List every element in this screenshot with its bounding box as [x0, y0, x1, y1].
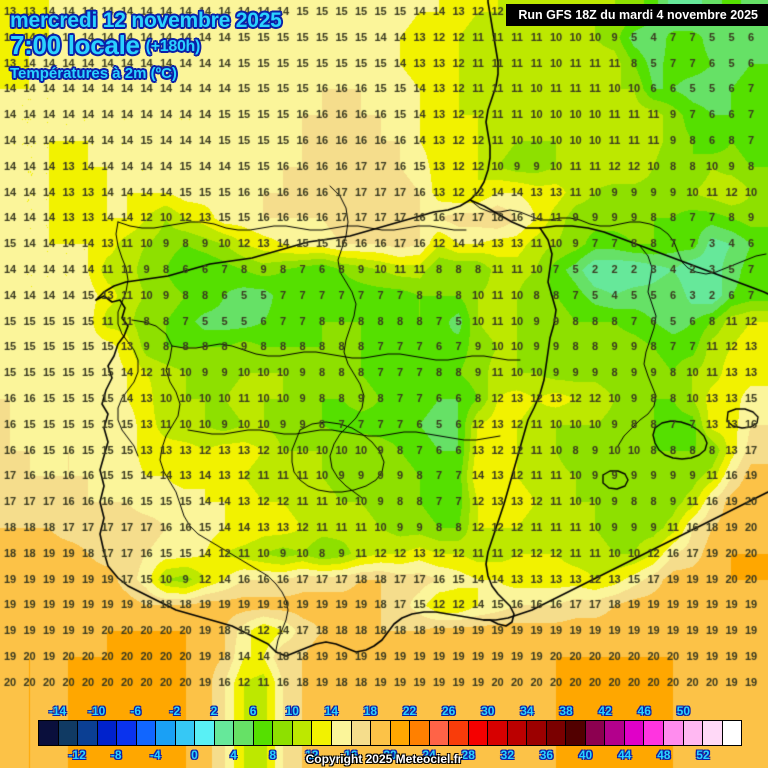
color-scale-swatch[interactable] [585, 721, 606, 745]
color-scale-swatch[interactable] [507, 721, 528, 745]
color-scale-swatch[interactable] [371, 721, 391, 745]
color-scale-swatch[interactable] [39, 721, 59, 745]
color-scale-swatch[interactable] [410, 721, 430, 745]
color-scale-swatch[interactable] [351, 721, 372, 745]
color-scale-swatch[interactable] [624, 721, 645, 745]
color-scale-swatch[interactable] [703, 721, 723, 745]
color-scale[interactable] [38, 720, 742, 746]
color-scale-swatch[interactable] [566, 721, 586, 745]
color-scale-swatch[interactable] [253, 721, 274, 745]
color-scale-swatch[interactable] [488, 721, 508, 745]
color-scale-swatch[interactable] [664, 721, 684, 745]
color-scale-swatch[interactable] [449, 721, 469, 745]
color-scale-swatch[interactable] [527, 721, 547, 745]
color-scale-swatch[interactable] [644, 721, 664, 745]
color-scale-swatch[interactable] [722, 721, 742, 745]
color-scale-swatch[interactable] [136, 721, 157, 745]
color-scale-swatch[interactable] [156, 721, 176, 745]
color-scale-swatch[interactable] [214, 721, 235, 745]
color-scale-swatch[interactable] [97, 721, 118, 745]
color-scale-swatch[interactable] [390, 721, 411, 745]
color-scale-swatch[interactable] [312, 721, 332, 745]
color-scale-swatch[interactable] [429, 721, 450, 745]
color-scale-swatch[interactable] [175, 721, 196, 745]
color-scale-swatch[interactable] [234, 721, 254, 745]
color-scale-swatch[interactable] [292, 721, 313, 745]
color-scale-swatch[interactable] [683, 721, 704, 745]
color-scale-swatch[interactable] [468, 721, 489, 745]
color-scale-swatch[interactable] [546, 721, 567, 745]
copyright-label: Copyright 2025 Meteociel.fr [305, 752, 463, 766]
color-scale-swatch[interactable] [58, 721, 79, 745]
color-scale-swatch[interactable] [78, 721, 98, 745]
color-scale-swatch[interactable] [195, 721, 215, 745]
model-run-banner: Run GFS 18Z du mardi 4 novembre 2025 [506, 4, 768, 26]
color-scale-swatch[interactable] [331, 721, 352, 745]
color-scale-bar[interactable] [38, 720, 742, 746]
color-scale-swatch[interactable] [605, 721, 625, 745]
color-scale-swatch[interactable] [117, 721, 137, 745]
color-scale-swatch[interactable] [273, 721, 293, 745]
